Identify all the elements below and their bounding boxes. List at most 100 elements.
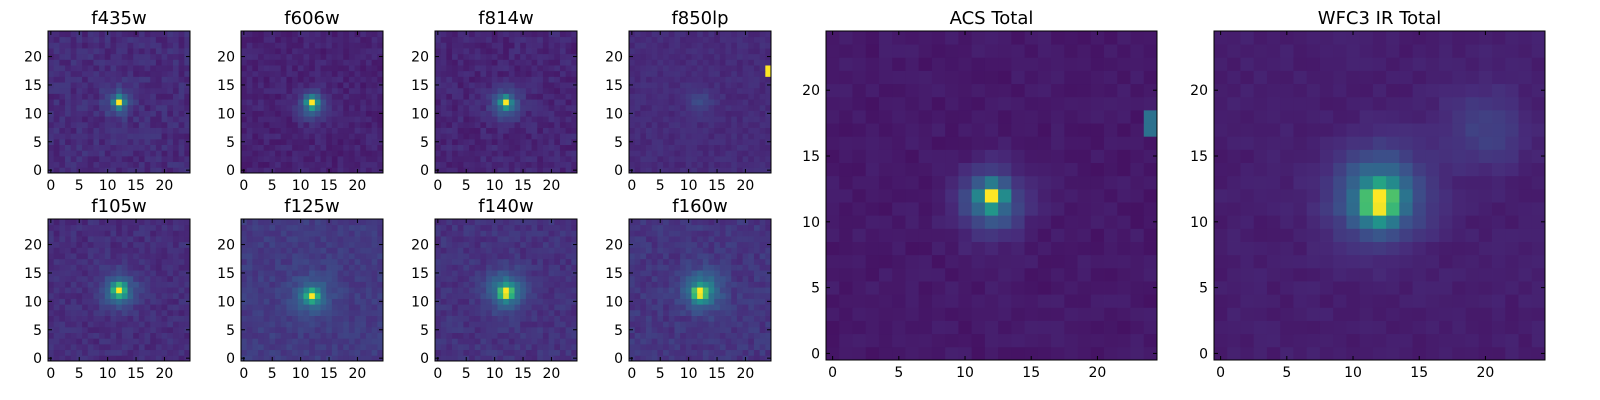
- heatmap-cell: [435, 121, 442, 128]
- heatmap-cell: [360, 127, 367, 134]
- heatmap-cell: [542, 275, 549, 282]
- heatmap-cell: [1064, 123, 1078, 137]
- heatmap-cell: [348, 53, 355, 60]
- heatmap-cell: [998, 70, 1012, 85]
- heatmap-cell: [99, 292, 106, 299]
- heatmap-cell: [657, 144, 664, 151]
- heatmap-cell: [59, 31, 66, 38]
- heatmap-cell: [663, 48, 670, 55]
- heatmap-cell: [167, 48, 174, 55]
- heatmap-cell: [742, 150, 749, 157]
- heatmap-cell: [491, 315, 498, 322]
- heatmap-cell: [514, 332, 521, 339]
- heatmap-cell: [503, 355, 510, 362]
- heatmap-cell: [360, 144, 367, 151]
- heatmap-cell: [269, 275, 276, 282]
- heatmap-cell: [525, 121, 532, 128]
- heatmap-cell: [542, 321, 549, 328]
- heatmap-cell: [144, 264, 151, 271]
- panel-title: ACS Total: [950, 8, 1034, 29]
- heatmap-cell: [537, 104, 544, 111]
- y-tick-label: 15: [411, 78, 429, 94]
- heatmap-cell: [1051, 162, 1065, 177]
- heatmap-cell: [70, 82, 77, 89]
- heatmap-cell: [87, 287, 94, 294]
- heatmap-cell: [537, 338, 544, 345]
- heatmap-cell: [674, 121, 681, 128]
- heatmap-cell: [1051, 188, 1065, 203]
- heatmap-cell: [725, 110, 732, 117]
- heatmap-cell: [275, 241, 282, 248]
- heatmap-cell: [178, 253, 185, 260]
- heatmap-cell: [503, 76, 510, 83]
- heatmap-cell: [314, 287, 321, 294]
- heatmap-cell: [371, 224, 378, 231]
- heatmap-cell: [719, 93, 726, 100]
- heatmap-cell: [542, 138, 549, 145]
- heatmap-cell: [958, 333, 973, 348]
- heatmap-cell: [127, 59, 134, 66]
- heatmap-cell: [76, 230, 83, 237]
- heatmap-cell: [708, 31, 715, 38]
- heatmap-cell: [640, 59, 647, 66]
- heatmap-cell: [150, 355, 157, 362]
- heatmap-cell: [320, 253, 327, 260]
- heatmap-cell: [275, 93, 282, 100]
- heatmap-cell: [275, 338, 282, 345]
- heatmap-cell: [736, 53, 743, 60]
- heatmap-cell: [320, 167, 327, 174]
- heatmap-cell: [452, 70, 459, 77]
- heatmap-cell: [150, 281, 157, 288]
- heatmap-cell: [320, 99, 327, 106]
- heatmap-cell: [326, 321, 333, 328]
- heatmap-cell: [286, 161, 293, 168]
- heatmap-cell: [263, 155, 270, 163]
- y-tick-label: 20: [24, 50, 42, 66]
- heatmap-cell: [480, 309, 487, 316]
- heatmap-cell: [360, 48, 367, 55]
- heatmap-cell: [1077, 333, 1092, 348]
- heatmap-cell: [634, 133, 641, 140]
- heatmap-cell: [918, 70, 933, 85]
- heatmap-cell: [697, 59, 704, 66]
- heatmap-cell: [144, 93, 151, 100]
- heatmap-cell: [457, 99, 464, 106]
- heatmap-cell: [320, 48, 327, 55]
- heatmap-cell: [674, 144, 681, 151]
- heatmap-cell: [280, 241, 287, 248]
- y-tick-label: 20: [802, 83, 820, 99]
- heatmap-cell: [1024, 57, 1039, 71]
- heatmap-cell: [303, 65, 310, 72]
- heatmap-cell: [65, 155, 72, 163]
- heatmap-cell: [104, 87, 111, 94]
- heatmap-cell: [1064, 57, 1078, 71]
- heatmap-cell: [326, 150, 333, 157]
- heatmap-cell: [748, 93, 755, 100]
- heatmap-cell: [110, 138, 117, 145]
- heatmap-cell: [1117, 123, 1131, 137]
- heatmap-cell: [878, 57, 893, 71]
- heatmap-cell: [371, 133, 378, 140]
- heatmap-cell: [246, 127, 253, 134]
- heatmap-cell: [548, 304, 555, 311]
- heatmap-cell: [765, 155, 772, 163]
- heatmap-cell: [121, 133, 128, 140]
- heatmap-cell: [320, 121, 327, 128]
- heatmap-cell: [457, 298, 464, 305]
- heatmap-cell: [1104, 70, 1118, 85]
- heatmap-cell: [571, 93, 578, 100]
- heatmap-cell: [53, 253, 60, 260]
- heatmap-cell: [714, 53, 721, 60]
- heatmap-cell: [452, 292, 459, 299]
- heatmap-cell: [537, 309, 544, 316]
- heatmap-cell: [337, 224, 344, 231]
- heatmap-cell: [719, 167, 726, 174]
- heatmap-cell: [99, 53, 106, 60]
- heatmap-cell: [446, 65, 453, 72]
- heatmap-cell: [514, 309, 521, 316]
- heatmap-cell: [537, 275, 544, 282]
- heatmap-cell: [172, 59, 180, 66]
- heatmap-cell: [110, 304, 117, 311]
- heatmap-cell: [121, 292, 128, 299]
- heatmap-cell: [155, 253, 162, 260]
